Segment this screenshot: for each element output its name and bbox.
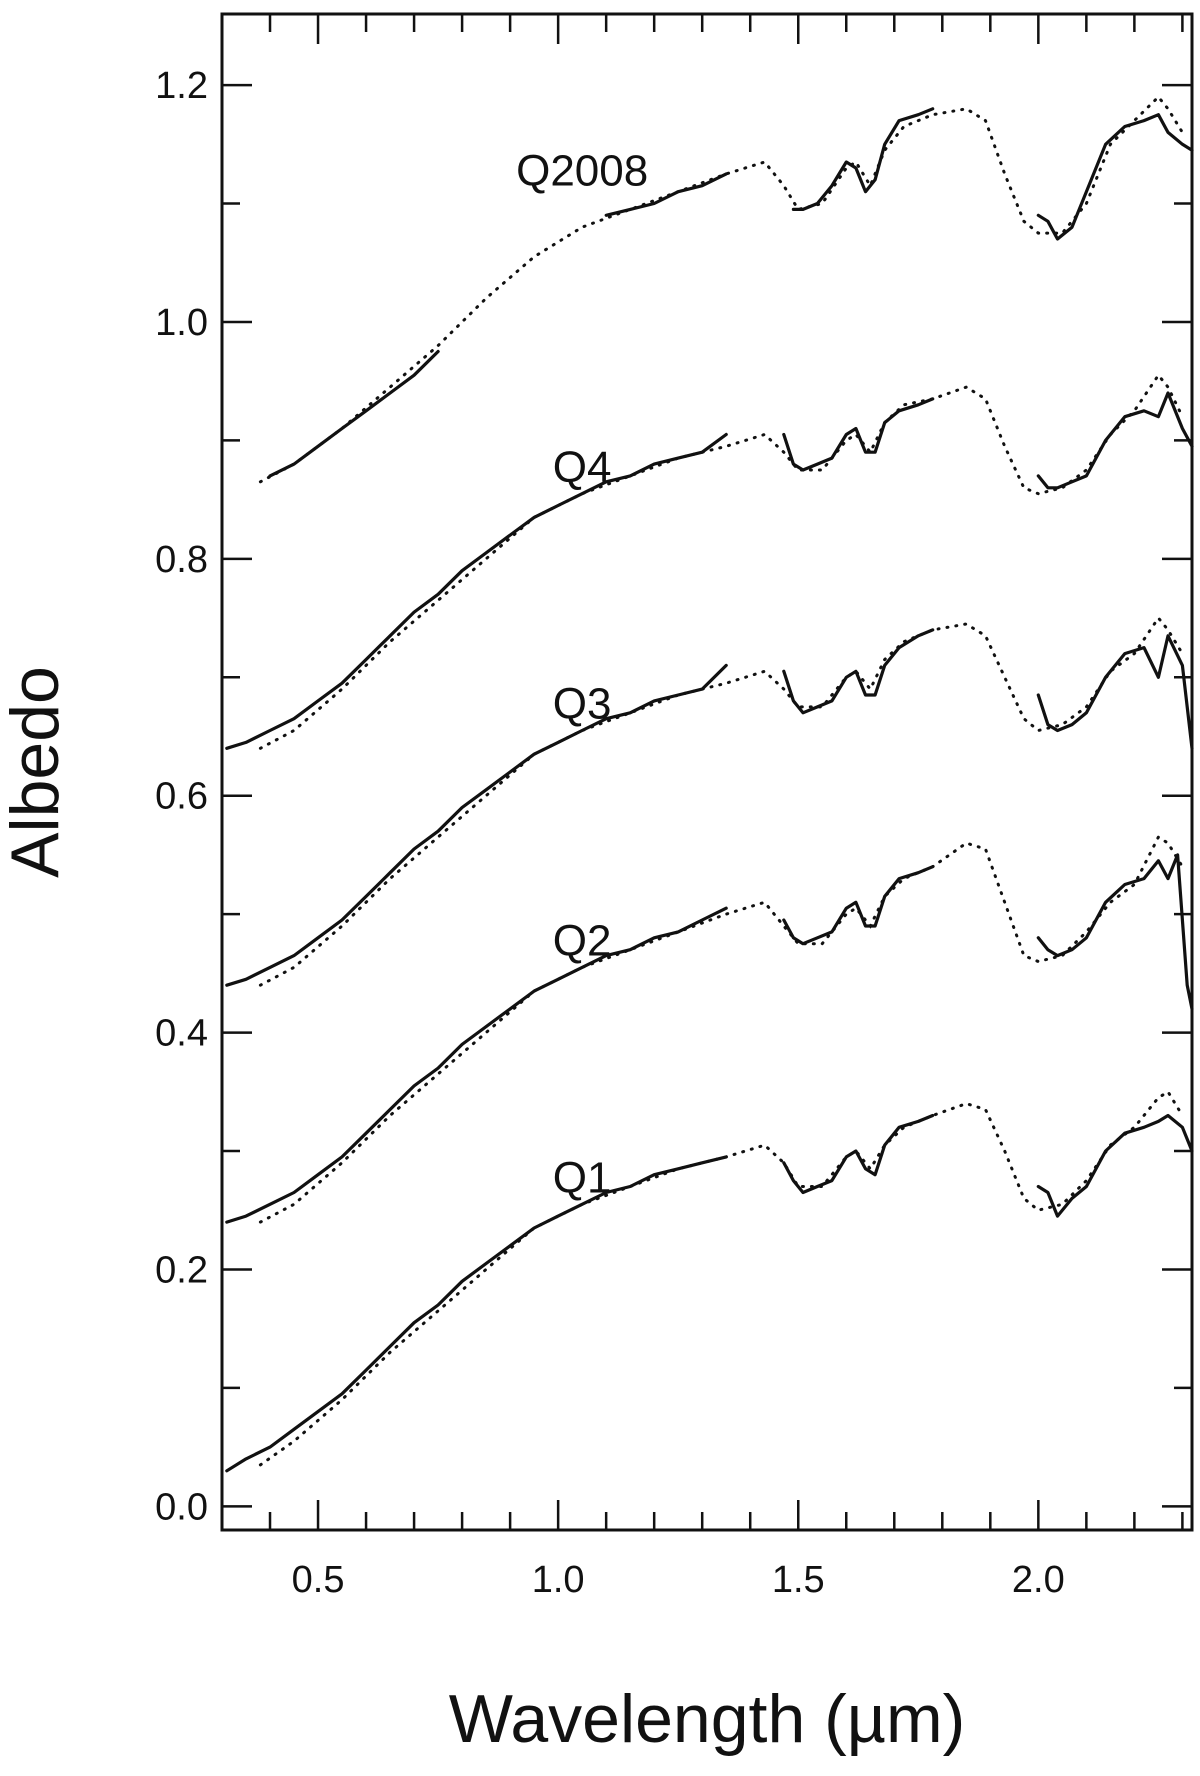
observed-spectrum-q4	[1036, 391, 1194, 490]
series-label-q2: Q2	[553, 917, 612, 966]
y-tick-label: 0.4	[155, 1013, 208, 1055]
y-axis-title: Albedo	[0, 666, 73, 878]
model-curve-q3	[258, 615, 1184, 987]
plot-frame	[220, 12, 1194, 1532]
observed-spectrum-q1	[782, 1113, 935, 1195]
observed-spectrum-q2	[782, 865, 935, 946]
y-tick-label: 0.0	[155, 1486, 208, 1528]
x-tick-label: 0.5	[292, 1559, 345, 1601]
series-label-q1: Q1	[553, 1153, 612, 1202]
model-curve-q2	[258, 834, 1184, 1224]
series-labels: Q2008 Q4 Q3 Q2 Q1	[516, 147, 648, 1203]
observed-spectrum-q2008	[268, 349, 440, 478]
observed-spectra	[225, 107, 1194, 1473]
observed-spectrum-q3	[225, 663, 728, 987]
x-tick-label: 2.0	[1012, 1559, 1065, 1601]
x-axis-title: Wavelength (µm)	[449, 1681, 966, 1757]
y-tick-label: 0.8	[155, 539, 208, 581]
observed-spectrum-q2008	[1036, 113, 1194, 241]
model-curve-q2008	[258, 94, 1184, 484]
x-tick-label: 1.0	[532, 1559, 585, 1601]
observed-spectrum-q1	[225, 1155, 728, 1473]
observed-spectrum-q4	[225, 432, 728, 750]
observed-spectrum-q2008	[604, 172, 728, 217]
y-tick-label: 0.2	[155, 1249, 208, 1291]
observed-spectrum-q4	[782, 397, 935, 472]
observed-spectrum-q3	[782, 628, 935, 715]
y-tick-labels: 0.0 0.2 0.4 0.6 0.8 1.0 1.2	[155, 65, 208, 1528]
y-tick-label: 1.2	[155, 65, 208, 107]
series-label-q2008: Q2008	[516, 147, 648, 196]
observed-spectrum-q1	[1036, 1113, 1194, 1218]
x-tick-label: 1.5	[772, 1559, 825, 1601]
y-tick-label: 0.6	[155, 776, 208, 818]
observed-spectrum-q2	[1036, 853, 1194, 1011]
observed-spectrum-q2008	[791, 107, 935, 211]
axis-ticks	[220, 14, 1192, 1530]
model-curve-q4	[258, 372, 1184, 750]
series-label-q3: Q3	[553, 680, 612, 729]
observed-spectrum-q2	[225, 906, 728, 1224]
model-curves	[258, 94, 1184, 1467]
observed-spectrum-q3	[1036, 634, 1194, 750]
y-tick-label: 1.0	[155, 302, 208, 344]
model-curve-q1	[258, 1089, 1184, 1467]
series-label-q4: Q4	[553, 443, 612, 492]
x-tick-labels: 0.5 1.0 1.5 2.0	[292, 1559, 1065, 1601]
